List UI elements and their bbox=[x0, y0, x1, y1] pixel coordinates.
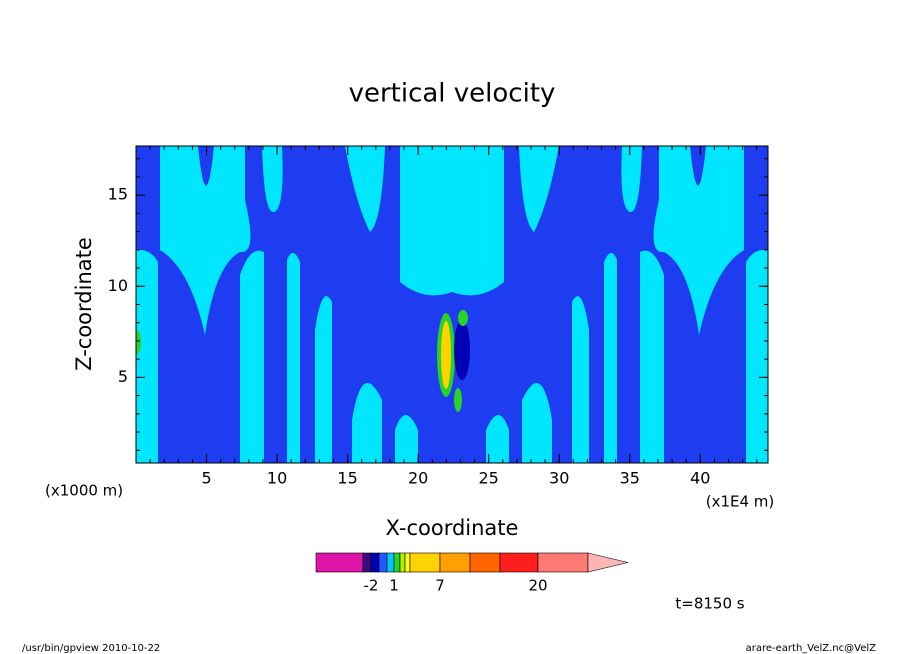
x-tick-label: 15 bbox=[337, 469, 357, 488]
colorbar-segment bbox=[439, 552, 471, 573]
colorbar-tick-label: 20 bbox=[528, 577, 547, 595]
contour-blob bbox=[454, 320, 470, 380]
field-half bbox=[136, 146, 452, 463]
x-unit-right: (x1E4 m) bbox=[706, 493, 775, 511]
x-tick-label: 25 bbox=[478, 469, 498, 488]
x-tick-label: 30 bbox=[549, 469, 569, 488]
colorbar-segment bbox=[409, 552, 441, 573]
time-label: t=8150 s bbox=[675, 595, 744, 613]
colorbar-segment bbox=[393, 552, 401, 573]
y-axis-label: Z-coordinate bbox=[72, 237, 96, 371]
x-tick-label: 5 bbox=[201, 469, 211, 488]
contour-blob bbox=[441, 321, 451, 389]
x-axis-label: X-coordinate bbox=[386, 516, 519, 540]
chart-title: vertical velocity bbox=[349, 79, 556, 109]
colorbar-segment bbox=[399, 552, 406, 573]
colorbar-tick-label: 7 bbox=[435, 577, 445, 595]
contour-blob bbox=[458, 310, 468, 326]
colorbar-segment bbox=[362, 552, 372, 573]
colorbar-segment bbox=[499, 552, 539, 573]
colorbar-segment bbox=[537, 552, 589, 573]
footer-right: arare-earth_VelZ.nc@VelZ bbox=[746, 643, 877, 654]
colorbar-segment bbox=[404, 552, 411, 573]
colorbar-segment bbox=[315, 552, 364, 573]
x-tick-label: 40 bbox=[690, 469, 710, 488]
colorbar-extension bbox=[587, 552, 629, 573]
y-tick-label: 5 bbox=[118, 367, 128, 386]
x-unit-left: (x1000 m) bbox=[45, 482, 123, 500]
colorbar-tick-label: 1 bbox=[389, 577, 399, 595]
colorbar-segment bbox=[469, 552, 501, 573]
colorbar-tick-label: -2 bbox=[364, 577, 379, 595]
contour-blob bbox=[454, 388, 462, 412]
contour-field bbox=[136, 146, 768, 463]
y-tick-label: 15 bbox=[108, 185, 128, 204]
y-tick-label: 10 bbox=[108, 276, 128, 295]
x-tick-label: 20 bbox=[408, 469, 428, 488]
x-tick-label: 35 bbox=[620, 469, 640, 488]
colorbar-segment bbox=[378, 552, 388, 573]
colorbar-segment bbox=[386, 552, 395, 573]
footer-left: /usr/bin/gpview 2010-10-22 bbox=[22, 643, 160, 654]
contour-blob bbox=[136, 330, 141, 354]
colorbar-segment bbox=[370, 552, 380, 573]
x-tick-label: 10 bbox=[267, 469, 287, 488]
